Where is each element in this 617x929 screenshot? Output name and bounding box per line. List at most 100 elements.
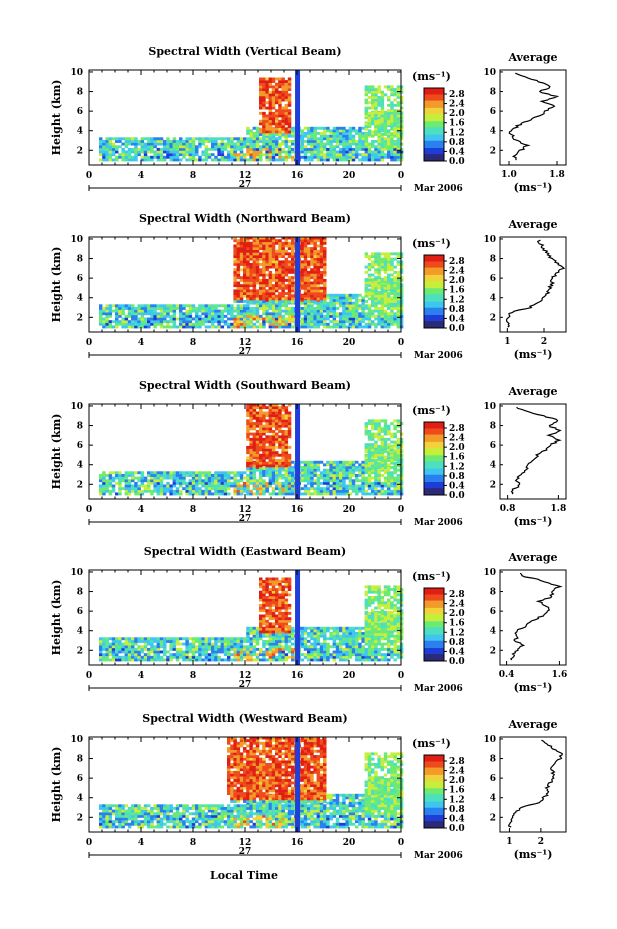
colorbar-segment <box>424 120 444 123</box>
colorbar-segment <box>424 622 444 624</box>
colorbar-segment <box>424 296 444 298</box>
heatmap-field <box>99 403 404 496</box>
colorbar-segment <box>424 109 444 112</box>
colorbar-segment <box>424 780 444 783</box>
colorbar-segment <box>424 641 444 644</box>
colorbar-segment <box>424 448 444 451</box>
colorbar-segment <box>424 434 444 436</box>
colorbar-segment <box>424 769 444 772</box>
colorbar-segment <box>424 774 444 777</box>
colorbar-tick-label: 2.0 <box>449 276 465 286</box>
colorbar-segment <box>424 605 444 607</box>
colorbar-segment <box>424 491 444 493</box>
colorbar-segment <box>424 113 444 116</box>
colorbar-segment <box>424 812 444 814</box>
colorbar-segment <box>424 265 444 268</box>
x-tick-label: 20 <box>343 338 356 348</box>
x-tick-label: 8 <box>190 338 196 348</box>
average-y-tick-label: 10 <box>483 402 496 412</box>
day-label: 27 <box>239 347 252 357</box>
colorbar-segment <box>424 765 444 768</box>
colorbar-tick-label: 0.4 <box>449 147 465 157</box>
colorbar-tick-label: 0.8 <box>449 472 465 482</box>
colorbar-segment <box>424 617 444 619</box>
colorbar-segment <box>424 302 444 305</box>
average-profile-line <box>506 239 566 328</box>
colorbar-segment <box>424 623 444 625</box>
average-frame <box>499 403 567 500</box>
heatmap-field <box>99 236 404 329</box>
colorbar-segment <box>424 629 444 631</box>
x-tick-label: 0 <box>398 838 404 848</box>
colorbar-segment <box>424 477 444 480</box>
colorbar-segment <box>424 308 444 311</box>
colorbar-segment <box>424 588 444 590</box>
colorbar-segment <box>424 757 444 760</box>
y-tick-label: 10 <box>70 402 83 412</box>
colorbar-segment <box>424 258 444 261</box>
colorbar-segment <box>424 646 444 649</box>
colorbar-segment <box>424 792 444 795</box>
colorbar-tick-label: 1.2 <box>449 128 465 138</box>
average-x-tick-label: 2 <box>541 337 547 347</box>
colorbar-tick-label: 2.8 <box>449 590 465 600</box>
month-label: Mar 2006 <box>414 351 463 361</box>
colorbar-segment <box>424 290 444 292</box>
colorbar-segment <box>424 88 444 90</box>
colorbar-segment <box>424 442 444 445</box>
colorbar-segment <box>424 460 444 463</box>
colorbar-segment <box>424 439 444 441</box>
colorbar-segment <box>424 117 444 119</box>
colorbar-segment <box>424 153 444 156</box>
colorbar-tick-label: 0.8 <box>449 305 465 315</box>
average-y-tick-label: 4 <box>490 461 496 471</box>
average-title: Average <box>507 718 557 731</box>
colorbar-segment <box>424 309 444 312</box>
colorbar-segment <box>424 431 444 434</box>
average-x-tick-label: 1.0 <box>501 170 517 180</box>
colorbar-segment <box>424 92 444 95</box>
colorbar-segment <box>424 154 444 157</box>
colorbar-segment <box>424 608 444 611</box>
colorbar-segment <box>424 761 444 763</box>
colorbar-segment <box>424 282 444 285</box>
colorbar-segment <box>424 795 444 797</box>
colorbar-segment <box>424 459 444 462</box>
colorbar-segment <box>424 755 444 757</box>
colorbar-segment <box>424 490 444 492</box>
average-frame <box>499 736 567 833</box>
colorbar-segment <box>424 156 444 158</box>
colorbar-segment <box>424 773 444 775</box>
colorbar-segment <box>424 652 444 655</box>
colorbar-segment <box>424 469 444 472</box>
colorbar-segment <box>424 102 444 105</box>
colorbar-segment <box>424 797 444 800</box>
average-x-tick-label: 0.4 <box>499 670 515 680</box>
colorbar-segment <box>424 152 444 155</box>
month-label: Mar 2006 <box>414 851 463 861</box>
colorbar-segment <box>424 475 444 478</box>
colorbar-segment <box>424 596 444 599</box>
x-axis-label: Local Time <box>210 869 278 882</box>
colorbar-segment <box>424 791 444 794</box>
average-title: Average <box>507 218 557 231</box>
colorbar-segment <box>424 821 444 824</box>
colorbar-segment <box>424 135 444 138</box>
colorbar-segment <box>424 470 444 473</box>
colorbar-segment <box>424 314 444 317</box>
y-tick-label: 10 <box>70 235 83 245</box>
colorbar-segment <box>424 473 444 475</box>
colorbar-segment <box>424 592 444 595</box>
colorbar-segment <box>424 140 444 142</box>
colorbar-segment <box>424 796 444 798</box>
colorbar-segment <box>424 98 444 101</box>
x-tick-label: 0 <box>398 171 404 181</box>
colorbar-segment <box>424 90 444 93</box>
colorbar-segment <box>424 612 444 614</box>
colorbar-segment <box>424 782 444 785</box>
colorbar-tick-label: 2.4 <box>449 267 465 277</box>
colorbar-tick-label: 1.6 <box>449 286 465 296</box>
colorbar-segment <box>424 147 444 150</box>
colorbar-segment <box>424 800 444 802</box>
colorbar-segment <box>424 471 444 474</box>
